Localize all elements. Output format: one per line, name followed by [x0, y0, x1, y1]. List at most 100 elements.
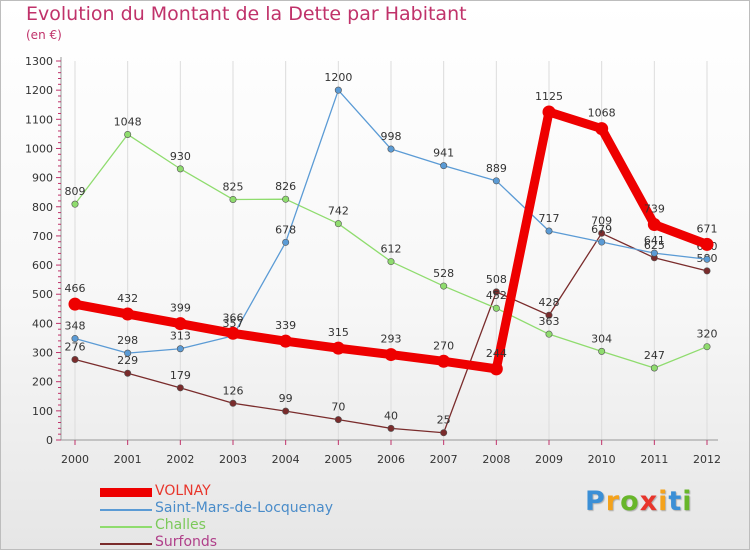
y-tick-label: 0 — [46, 434, 53, 447]
x-tick-label-2002: 2002 — [166, 453, 194, 466]
data-label-volnay: 270 — [433, 339, 454, 352]
y-tick-label: 1300 — [25, 55, 53, 68]
data-label-volnay: 432 — [117, 292, 138, 305]
x-tick-label-2009: 2009 — [535, 453, 563, 466]
y-tick-label: 900 — [32, 172, 53, 185]
data-label-surfonds: 709 — [591, 214, 612, 227]
data-point-challes — [229, 195, 237, 203]
data-label-surfonds: 126 — [223, 384, 244, 397]
data-label-challes: 247 — [644, 349, 665, 362]
data-label-challes: 452 — [486, 289, 507, 302]
data-point-challes — [650, 364, 658, 372]
data-point-volnay — [489, 362, 503, 376]
data-label-surfonds: 179 — [170, 369, 191, 382]
data-point-challes — [387, 258, 395, 266]
data-label-surfonds: 229 — [117, 354, 138, 367]
data-point-saint-mars-de-locquenay — [440, 162, 448, 170]
data-point-saint-mars-de-locquenay — [71, 335, 79, 343]
data-point-surfonds — [545, 311, 553, 319]
data-label-surfonds: 40 — [384, 409, 398, 422]
data-point-volnay — [542, 105, 556, 119]
data-point-surfonds — [229, 399, 237, 407]
data-label-saint-mars-de-locquenay: 679 — [591, 223, 612, 236]
data-label-surfonds: 276 — [65, 341, 86, 354]
data-point-surfonds — [124, 369, 132, 377]
legend-label-volnay: VOLNAY — [155, 483, 211, 499]
series-surfonds: 27622917912699704025508428709625580 — [65, 214, 718, 437]
data-label-surfonds: 70 — [331, 401, 345, 414]
data-point-surfonds — [282, 407, 290, 415]
data-label-volnay: 1068 — [588, 107, 616, 120]
data-point-surfonds — [598, 229, 606, 237]
data-label-saint-mars-de-locquenay: 313 — [170, 330, 191, 343]
data-point-challes — [440, 282, 448, 290]
data-point-saint-mars-de-locquenay — [334, 86, 342, 94]
logo-letter: P — [585, 486, 606, 517]
data-point-saint-mars-de-locquenay — [598, 238, 606, 246]
legend-label-surfonds: Surfonds — [155, 534, 218, 550]
logo-letter: t — [668, 486, 683, 517]
data-label-challes: 825 — [223, 180, 244, 193]
data-label-surfonds: 508 — [486, 273, 507, 286]
data-label-saint-mars-de-locquenay: 941 — [433, 147, 454, 160]
series-saint-mars-de-locquenay: 3482983133576781200998941889717679641620 — [65, 71, 718, 357]
data-point-challes — [124, 130, 132, 138]
data-point-surfonds — [703, 267, 711, 275]
data-label-surfonds: 428 — [539, 296, 560, 309]
data-point-saint-mars-de-locquenay — [650, 249, 658, 257]
data-point-challes — [598, 347, 606, 355]
data-label-challes: 826 — [275, 180, 296, 193]
data-label-challes: 320 — [697, 328, 718, 341]
legend-label-challes: Challes — [155, 517, 206, 533]
x-tick-label-2001: 2001 — [114, 453, 142, 466]
data-point-saint-mars-de-locquenay — [387, 145, 395, 153]
data-point-saint-mars-de-locquenay — [703, 255, 711, 263]
x-tick-label-2006: 2006 — [377, 453, 405, 466]
data-label-volnay: 1125 — [535, 90, 563, 103]
data-label-volnay: 366 — [223, 311, 244, 324]
y-tick-label: 700 — [32, 230, 53, 243]
y-tick-label: 100 — [32, 405, 53, 418]
data-point-saint-mars-de-locquenay — [176, 345, 184, 353]
data-point-surfonds — [71, 356, 79, 364]
data-point-challes — [176, 165, 184, 173]
x-tick-label-2010: 2010 — [588, 453, 616, 466]
data-label-volnay: 399 — [170, 302, 191, 315]
x-tick-label-2007: 2007 — [430, 453, 458, 466]
x-tick-label-2008: 2008 — [482, 453, 510, 466]
series-challes: 809 1048 930 825 826 742 612 528 452 363 304 247 320 — [65, 115, 718, 372]
x-tick-label-2004: 2004 — [272, 453, 300, 466]
data-label-surfonds: 25 — [437, 414, 451, 427]
data-label-saint-mars-de-locquenay: 1200 — [324, 71, 352, 84]
data-point-volnay — [68, 297, 82, 311]
data-point-surfonds — [387, 424, 395, 432]
data-label-saint-mars-de-locquenay: 678 — [275, 223, 296, 236]
data-label-saint-mars-de-locquenay: 298 — [117, 334, 138, 347]
data-point-volnay — [226, 326, 240, 340]
y-tick-label: 1100 — [25, 113, 53, 126]
data-point-surfonds — [440, 429, 448, 437]
data-point-saint-mars-de-locquenay — [492, 177, 500, 185]
data-point-challes — [703, 343, 711, 351]
logo-letter: x — [639, 486, 659, 517]
data-label-challes: 930 — [170, 150, 191, 163]
x-tick-label-2000: 2000 — [61, 453, 89, 466]
y-tick-label: 600 — [32, 259, 53, 272]
data-label-volnay: 244 — [486, 347, 507, 360]
y-tick-label: 200 — [32, 376, 53, 389]
data-label-volnay: 339 — [275, 319, 296, 332]
legend-swatch-surfonds — [100, 543, 152, 545]
chart-subtitle: (en €) — [26, 28, 62, 42]
data-label-saint-mars-de-locquenay: 717 — [539, 212, 560, 225]
data-point-volnay — [384, 348, 398, 362]
data-point-saint-mars-de-locquenay — [545, 227, 553, 235]
data-point-volnay — [595, 122, 609, 136]
data-label-challes: 304 — [591, 332, 612, 345]
data-point-challes — [282, 195, 290, 203]
data-label-volnay: 293 — [381, 333, 402, 346]
legend-swatch-volnay — [100, 488, 152, 497]
data-label-challes: 363 — [539, 315, 560, 328]
data-label-saint-mars-de-locquenay: 348 — [65, 320, 86, 333]
data-label-volnay: 466 — [65, 282, 86, 295]
logo-letter: o — [620, 486, 640, 517]
